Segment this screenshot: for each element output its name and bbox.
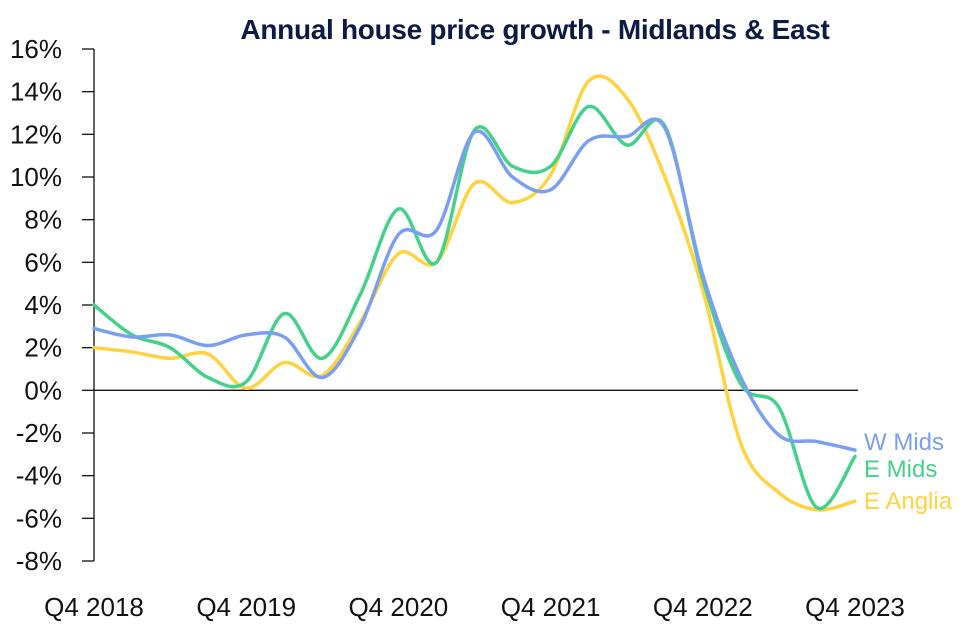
x-tick-label: Q4 2018 [44,592,144,622]
x-tick-label: Q4 2022 [653,592,753,622]
x-tick-label: Q4 2019 [196,592,296,622]
series-line-w-mids [92,117,857,452]
y-tick-label: 16% [10,34,62,64]
y-tick-label: 0% [24,375,62,405]
y-tick-label: 2% [24,333,62,363]
y-tick-label: -8% [16,546,62,576]
y-tick-label: -6% [16,503,62,533]
y-tick-label: 8% [24,205,62,235]
y-tick-label: 12% [10,119,62,149]
x-tick-label: Q4 2020 [349,592,449,622]
legend-label-e-anglia: E Anglia [864,488,953,515]
series-layer [92,74,857,512]
series-line-e-mids [92,104,857,511]
y-tick-label: -4% [16,461,62,491]
y-tick-label: -2% [16,418,62,448]
series-line-e-anglia [92,74,857,512]
chart-title: Annual house price growth - Midlands & E… [240,14,830,45]
y-tick-label: 14% [10,77,62,107]
x-tick-label: Q4 2023 [805,592,905,622]
legend-label-w-mids: W Mids [864,429,944,456]
legend-label-e-mids: E Mids [864,456,937,483]
x-tick-label: Q4 2021 [501,592,601,622]
y-tick-label: 6% [24,247,62,277]
y-tick-label: 4% [24,290,62,320]
axes: -8% -6% -4% -2% 0% 2% 4% 6% 8% 10% 12% 14% 16% Q4 201… [10,34,905,622]
y-tick-label: 10% [10,162,62,192]
